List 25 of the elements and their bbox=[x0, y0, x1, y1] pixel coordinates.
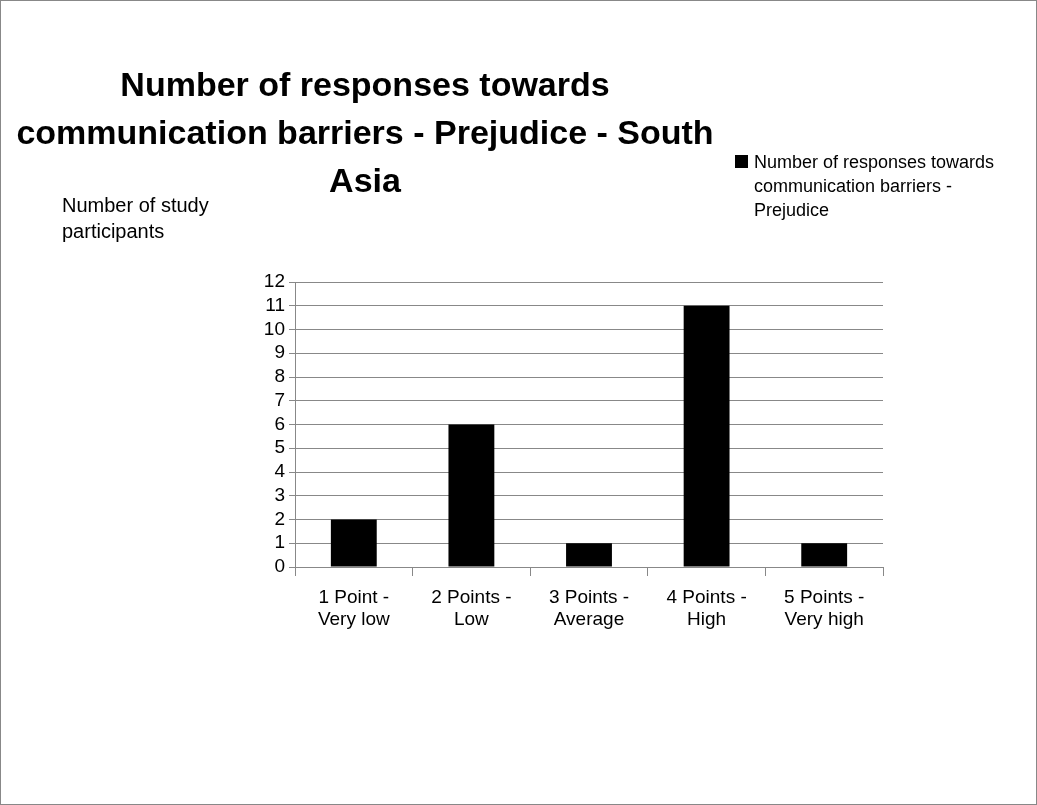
y-tick-label: 9 bbox=[274, 341, 285, 363]
bar bbox=[566, 543, 612, 567]
y-tick-label: 10 bbox=[263, 317, 285, 339]
x-tick-label: 5 Points - Very high bbox=[784, 585, 865, 630]
y-tick-label: 3 bbox=[274, 483, 285, 505]
bar bbox=[330, 519, 377, 567]
x-tick-label: 2 Points - Low bbox=[431, 585, 512, 630]
x-tick-label: 1 Point - Very low bbox=[317, 585, 390, 630]
y-tick-label: 4 bbox=[274, 460, 286, 482]
y-axis-title: Number of study participants bbox=[62, 193, 210, 244]
y-tick-label: 6 bbox=[274, 412, 285, 434]
y-tick-label: 2 bbox=[274, 507, 285, 529]
y-tick-label: 8 bbox=[274, 365, 285, 387]
y-tick-label: 5 bbox=[274, 436, 285, 458]
x-tick-label: 4 Points - High bbox=[666, 585, 747, 630]
x-tick-label: 3 Points - Average bbox=[548, 585, 630, 630]
bar bbox=[801, 543, 848, 567]
y-tick-label: 1 bbox=[274, 531, 285, 553]
y-tick-label: 12 bbox=[263, 270, 285, 292]
bar bbox=[448, 424, 495, 567]
y-tick-label: 11 bbox=[265, 293, 285, 315]
legend-label: Number of responses towards communication barriers - Prejudice bbox=[754, 151, 996, 222]
y-tick-label: 0 bbox=[274, 555, 285, 577]
bar bbox=[683, 305, 730, 567]
y-tick-label: 7 bbox=[274, 388, 285, 410]
